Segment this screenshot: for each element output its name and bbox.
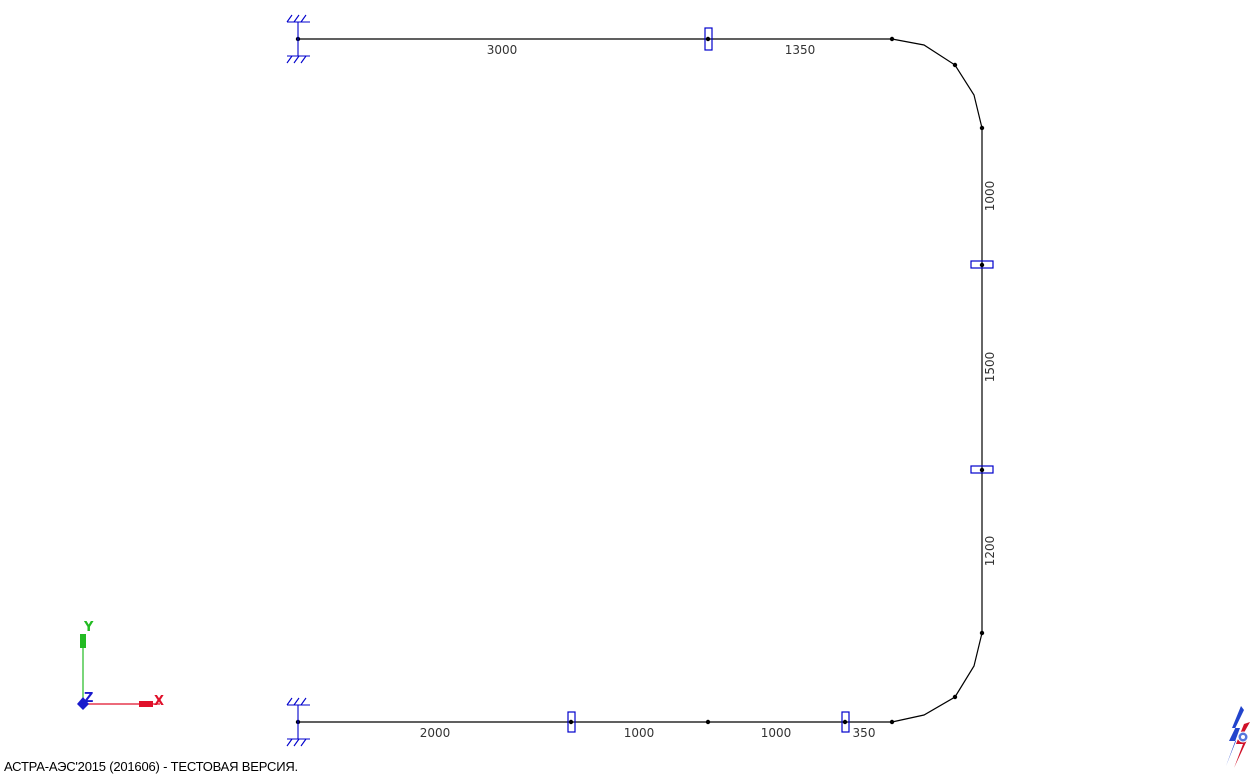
dim-label-right-upper: 1000 (983, 181, 997, 212)
node-points (295, 36, 985, 725)
guide-supports (567, 27, 994, 733)
dim-label-bottom-3: 1000 (761, 726, 792, 740)
node-point-icon[interactable] (952, 62, 958, 68)
z-axis-arrow-icon (77, 697, 89, 710)
x-axis-label: X (154, 694, 164, 709)
dim-label-bottom-1: 2000 (420, 726, 451, 740)
node-point-icon[interactable] (979, 125, 985, 131)
dim-label-right-lower: 1200 (983, 536, 997, 567)
node-point-icon[interactable] (705, 36, 711, 42)
guide-support-icon[interactable] (970, 465, 994, 474)
astra-logo-icon (1226, 706, 1250, 768)
node-point-icon[interactable] (568, 719, 574, 725)
node-point-icon[interactable] (842, 719, 848, 725)
node-point-icon[interactable] (952, 694, 958, 700)
node-point-icon[interactable] (979, 262, 985, 268)
y-axis-label: Y (83, 620, 94, 635)
node-point-icon[interactable] (889, 719, 895, 725)
dim-label-right-middle: 1500 (983, 352, 997, 383)
node-point-icon[interactable] (889, 36, 895, 42)
dim-label-top-left: 3000 (487, 43, 518, 57)
y-axis-arrow-icon (80, 634, 86, 648)
pipeline-route (298, 38, 983, 723)
dim-label-bottom-2: 1000 (624, 726, 655, 740)
dim-label-top-right: 1350 (785, 43, 816, 57)
node-point-icon[interactable] (979, 630, 985, 636)
dimension-labels: 3000 1350 1000 1500 1200 2000 1000 1000 … (420, 43, 997, 740)
guide-support-icon[interactable] (567, 711, 576, 733)
pipe-bend-bottom-right[interactable] (891, 632, 983, 723)
guide-support-icon[interactable] (970, 260, 994, 269)
status-line: АСТРА-АЭС'2015 (201606) - ТЕСТОВАЯ ВЕРСИ… (4, 759, 298, 774)
dim-label-bottom-4: 350 (853, 726, 876, 740)
axes-triad: Y X Z (77, 620, 164, 710)
guide-support-icon[interactable] (841, 711, 850, 733)
node-point-icon[interactable] (979, 467, 985, 473)
x-axis-arrow-icon (139, 701, 153, 707)
z-axis-label: Z (84, 691, 93, 706)
guide-support-icon[interactable] (704, 27, 713, 51)
pipe-bend-top-right[interactable] (891, 38, 983, 129)
fixed-support-icon[interactable] (286, 14, 310, 64)
fixed-support-icon[interactable] (286, 697, 310, 747)
node-point-icon[interactable] (705, 719, 711, 725)
